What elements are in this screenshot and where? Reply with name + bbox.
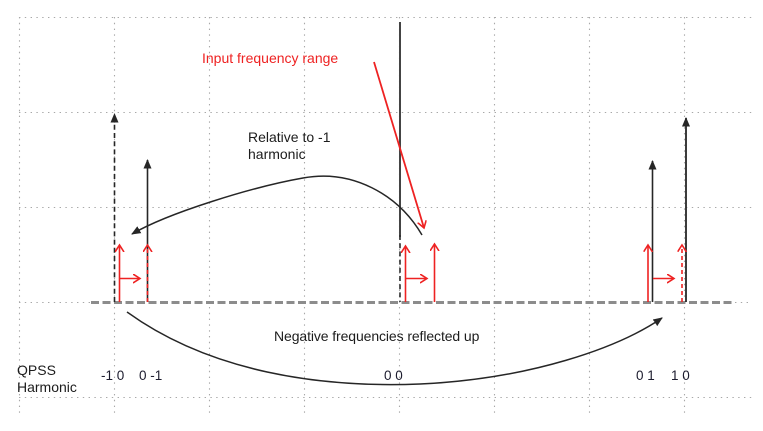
axis-caption: QPSS Harmonic	[17, 362, 77, 396]
input-frequency-range-label: Input frequency range	[202, 50, 339, 66]
harmonic-label-0-minus1: 0 -1	[139, 368, 163, 383]
harmonic-label-0-1: 0 1	[636, 368, 655, 383]
harmonic-label-1-0: 1 0	[671, 368, 690, 383]
input-range-leader-arrow	[373, 61, 424, 228]
grid-dotted-lines	[18, 16, 752, 416]
harmonic-label-minus1-0: -1 0	[101, 368, 125, 383]
left-harmonic-cluster	[110, 113, 148, 302]
middle-harmonic-cluster	[399, 22, 435, 302]
harmonic-label-0-0: 0 0	[384, 368, 403, 383]
relative-to-minus1-label: Relative to -1 harmonic	[248, 129, 330, 163]
right-harmonic-cluster	[648, 117, 690, 302]
relative-to-minus1-curve-arrow	[131, 175, 423, 236]
relative-to-minus1-label-line2: harmonic	[248, 146, 306, 162]
negative-frequencies-label: Negative frequencies reflected up	[274, 328, 480, 344]
relative-to-minus1-label-line1: Relative to -1	[248, 129, 331, 145]
axis-caption-line1: QPSS	[17, 362, 56, 378]
negative-frequencies-curve-arrow	[126, 311, 663, 386]
axis-caption-line2: Harmonic	[17, 379, 77, 395]
